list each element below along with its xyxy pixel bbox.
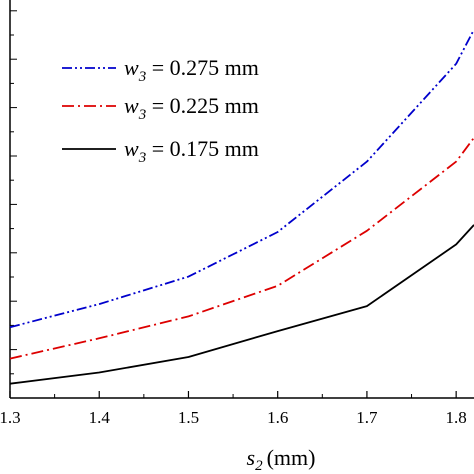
plot-frame xyxy=(9,0,474,399)
x-tick-label: 1.8 xyxy=(446,408,467,427)
series-line-1 xyxy=(9,29,474,329)
x-tick-labels: 1.3 1.4 1.5 1.6 1.7 1.8 xyxy=(0,408,467,427)
legend-label-1: w3 = 0.275 mm xyxy=(124,55,259,85)
legend: w3 = 0.275 mm w3 = 0.225 mm w3 = 0.175 mm xyxy=(62,55,259,166)
x-tick-label: 1.6 xyxy=(267,408,288,427)
axis-ticks xyxy=(9,10,457,399)
x-tick-label: 1.5 xyxy=(178,408,199,427)
legend-label-3: w3 = 0.175 mm xyxy=(124,136,259,166)
series-lines xyxy=(9,29,474,385)
x-axis-symbol: s xyxy=(247,445,256,470)
x-tick-label: 1.4 xyxy=(89,408,111,427)
legend-label-2: w3 = 0.225 mm xyxy=(124,93,259,123)
x-axis-unit: (mm) xyxy=(267,445,316,470)
series-line-3 xyxy=(9,224,474,385)
x-tick-label: 1.7 xyxy=(356,408,378,427)
x-axis-title: s2 (mm) xyxy=(247,445,316,474)
x-axis-subscript: 2 xyxy=(255,458,263,474)
series-line-2 xyxy=(9,137,474,360)
x-tick-label: 1.3 xyxy=(0,408,21,427)
